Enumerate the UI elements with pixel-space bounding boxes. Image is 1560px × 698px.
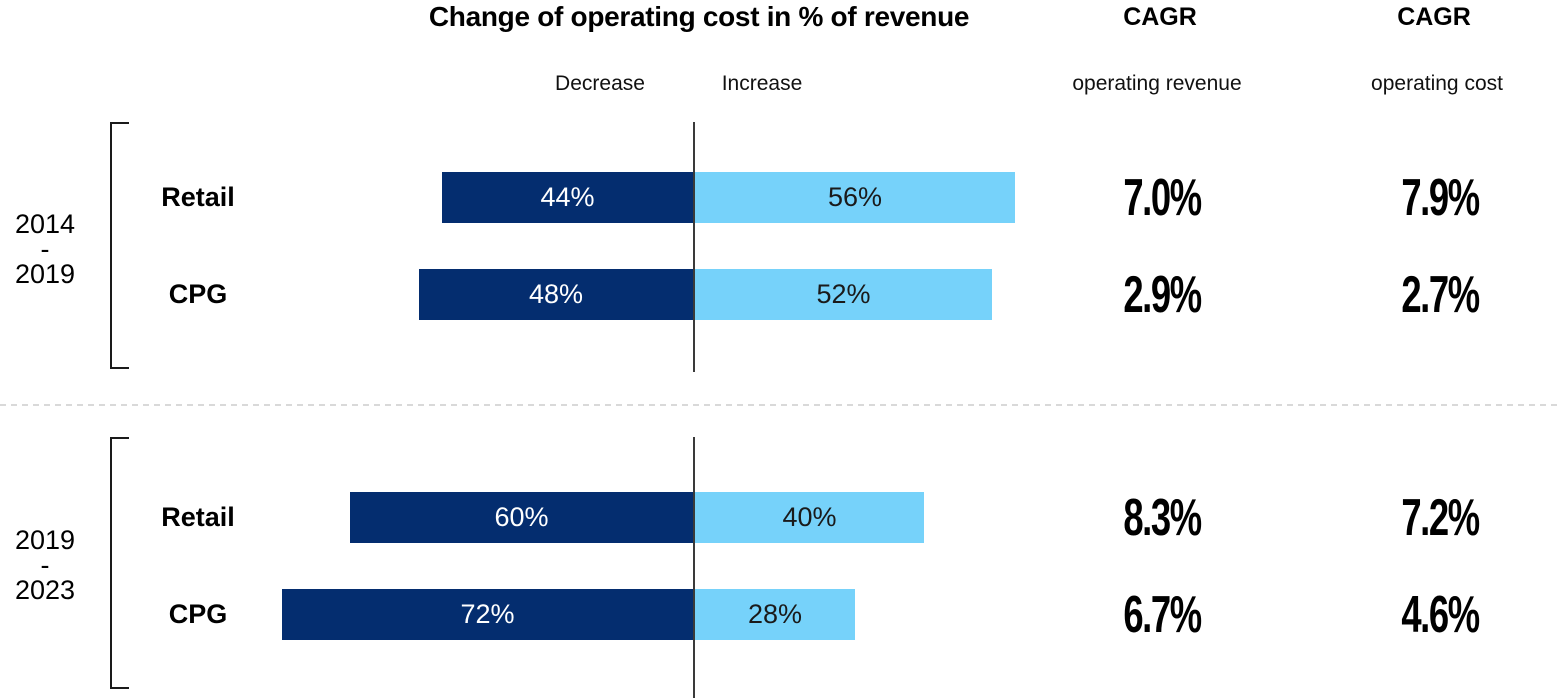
decrease-bar: 44% bbox=[442, 172, 693, 223]
increase-bar-value: 40% bbox=[782, 502, 837, 532]
page-title: Change of operating cost in % of revenue bbox=[428, 1, 970, 32]
cagr-cost-subheader: operating cost bbox=[1371, 72, 1503, 95]
increase-bar: 52% bbox=[695, 269, 992, 320]
increase-bar-value: 28% bbox=[747, 599, 803, 629]
group-bracket-2014-2019 bbox=[110, 122, 131, 369]
zero-axis-line-group1 bbox=[693, 122, 695, 372]
cagr-revenue-value: 2.9% bbox=[1123, 266, 1202, 324]
bar-row-2014-2019-cpg: CPG 48% 52% 2.9% 2.7% bbox=[0, 266, 1560, 324]
period-label-2014-2019: 2014 - 2019 bbox=[14, 209, 76, 289]
decrease-bar: 48% bbox=[419, 269, 693, 320]
cagr-cost-value: 7.9% bbox=[1401, 169, 1480, 227]
cagr-cost-value: 7.2% bbox=[1401, 489, 1480, 547]
cagr-cost-value: 4.6% bbox=[1401, 586, 1480, 644]
bar-row-2019-2023-retail: Retail 60% 40% 8.3% 7.2% bbox=[0, 489, 1560, 547]
increase-bar: 28% bbox=[695, 589, 855, 640]
row-label: Retail bbox=[161, 182, 235, 212]
decrease-bar-value: 60% bbox=[494, 502, 549, 532]
decrease-bar: 72% bbox=[282, 589, 693, 640]
bar-row-2014-2019-retail: Retail 44% 56% 7.0% 7.9% bbox=[0, 169, 1560, 227]
increase-bar-value: 56% bbox=[827, 182, 883, 212]
increase-bar-value: 52% bbox=[816, 279, 871, 309]
decrease-bar-value: 44% bbox=[540, 182, 595, 212]
cagr-cost-header: CAGR bbox=[1397, 3, 1471, 31]
cagr-cost-value: 2.7% bbox=[1401, 266, 1480, 324]
decrease-axis-label: Decrease bbox=[555, 72, 645, 95]
cagr-revenue-value: 7.0% bbox=[1123, 169, 1202, 227]
period-label-2019-2023: 2019 - 2023 bbox=[14, 525, 76, 605]
cagr-revenue-value: 8.3% bbox=[1123, 489, 1202, 547]
bar-row-2019-2023-cpg: CPG 72% 28% 6.7% 4.6% bbox=[0, 586, 1560, 644]
cagr-revenue-header: CAGR bbox=[1123, 3, 1197, 31]
decrease-bar: 60% bbox=[350, 492, 693, 543]
increase-bar: 40% bbox=[695, 492, 924, 543]
row-label: CPG bbox=[168, 599, 228, 629]
cagr-revenue-value: 6.7% bbox=[1123, 586, 1202, 644]
zero-axis-line-group2 bbox=[693, 437, 695, 698]
increase-bar: 56% bbox=[695, 172, 1015, 223]
decrease-bar-value: 48% bbox=[528, 279, 584, 309]
cagr-revenue-subheader: operating revenue bbox=[1072, 72, 1242, 95]
increase-axis-label: Increase bbox=[721, 72, 803, 95]
row-label: Retail bbox=[161, 502, 235, 532]
row-label: CPG bbox=[168, 279, 228, 309]
group-separator-line bbox=[0, 404, 1560, 406]
group-bracket-2019-2023 bbox=[110, 437, 131, 689]
decrease-bar-value: 72% bbox=[460, 599, 515, 629]
